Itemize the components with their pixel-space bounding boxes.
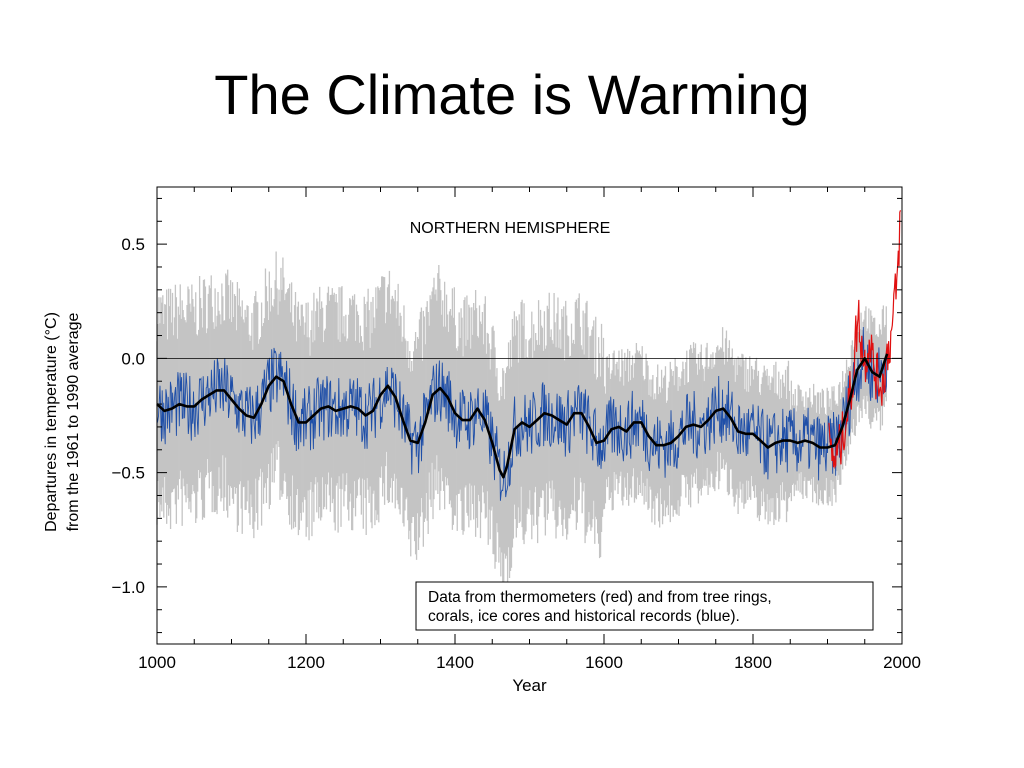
y-tick-label: −1.0 (111, 578, 145, 597)
y-axis-label-line: from the 1961 to 1990 average (65, 312, 82, 531)
x-tick-label: 1600 (585, 653, 623, 672)
x-tick-label: 1000 (138, 653, 176, 672)
proxy-series-layer (156, 326, 888, 501)
y-tick-label: −0.5 (111, 464, 145, 483)
y-axis-label: Departures in temperature (°C) from the 1… (43, 312, 82, 532)
thermometer-series-layer (828, 210, 902, 470)
thermometer-series-line (828, 210, 902, 470)
annotation-line: corals, ice cores and historical records… (428, 608, 740, 625)
y-axis-label-line: Departures in temperature (°C) (43, 312, 60, 532)
chart-title: NORTHERN HEMISPHERE (410, 220, 611, 237)
y-tick-label: 0.0 (121, 349, 145, 368)
proxy-series-line (156, 326, 888, 501)
x-tick-label: 1400 (436, 653, 474, 672)
smoothed-series-line (156, 353, 889, 479)
x-tick-label: 1800 (734, 653, 772, 672)
annotation-line: Data from thermometers (red) and from tr… (428, 589, 772, 606)
data-source-annotation: Data from thermometers (red) and from tr… (415, 581, 874, 631)
axis-ticks (156, 187, 903, 644)
y-tick-label: 0.5 (121, 235, 145, 254)
slide-title: The Climate is Warming (214, 63, 810, 126)
x-tick-label: 1200 (287, 653, 325, 672)
x-tick-label: 2000 (883, 653, 921, 672)
x-axis-label: Year (512, 676, 547, 695)
